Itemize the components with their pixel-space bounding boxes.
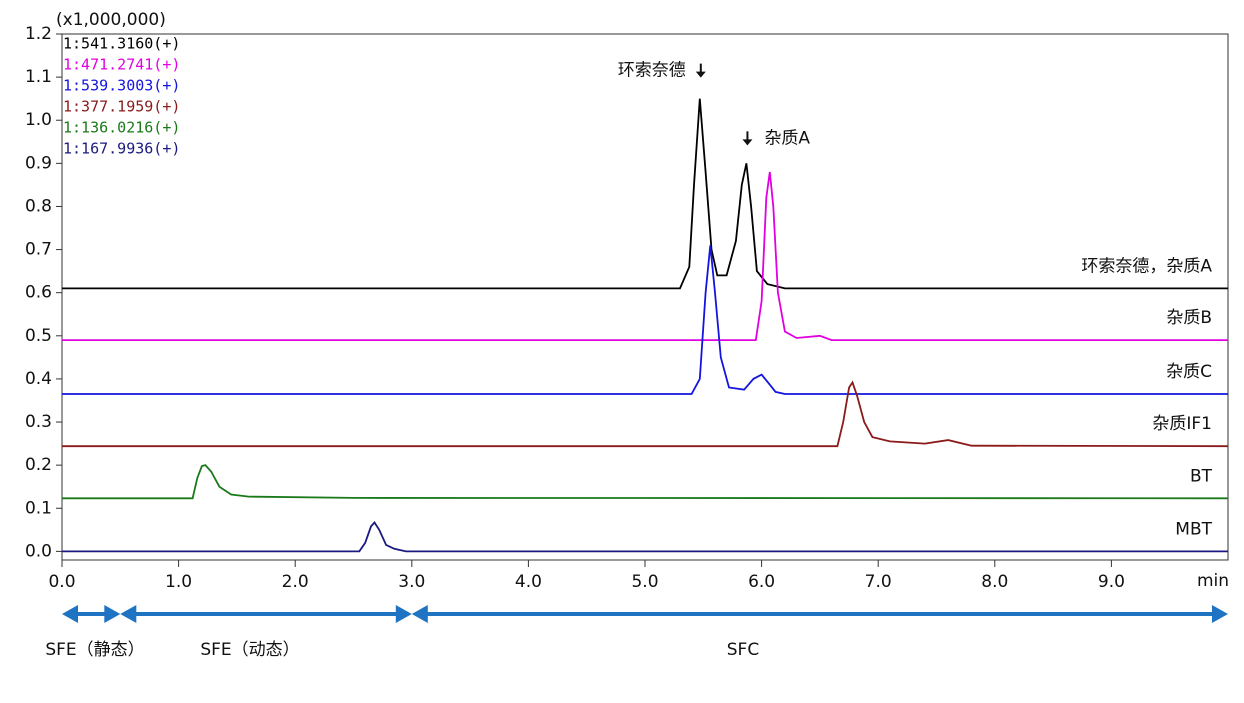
y-tick-label: 0.7 [25,240,52,260]
annotation-arrow [695,63,706,78]
annotation: 环索奈德 [618,61,686,81]
legend-entry: 1:471.2741(+) [63,56,180,74]
legend-entry: 1:539.3003(+) [63,77,180,95]
plot-frame [61,33,1229,561]
series-line [62,98,1228,290]
series-line [62,521,1228,553]
series-line [62,171,1228,341]
series-label: 杂质C [1166,362,1212,382]
y-tick-label: 1.2 [25,24,52,44]
y-tick-label: 0.5 [25,326,52,346]
y-tick-label: 0.2 [25,455,52,475]
arrow-head [62,605,78,623]
y-tick-label: 0.1 [25,498,52,518]
legend-entry: 1:136.0216(+) [63,119,180,137]
y-tick-label: 0.4 [25,369,52,389]
x-tick-label: 6.0 [748,572,775,592]
arrow-head [411,605,428,623]
x-tick-label: 4.0 [515,572,542,592]
y-tick-label: 0.3 [25,412,52,432]
y-tick-label: 0.8 [25,196,52,216]
stage-label: SFE（动态） [200,640,299,660]
x-tick-label: 9.0 [1098,572,1125,592]
y-unit: (x1,000,000) [56,10,166,30]
y-tick-label: 0.9 [25,153,52,173]
legend-entry: 1:167.9936(+) [63,140,180,158]
x-tick-label: 2.0 [282,572,309,592]
stage-label: SFC [727,640,759,660]
arrow-head [104,605,121,623]
series-label: 环索奈德，杂质A [1081,256,1212,276]
y-tick-label: 1.1 [25,67,52,87]
arrow-head [1212,605,1228,623]
series-label: MBT [1175,519,1212,539]
x-tick-label: 5.0 [631,572,658,592]
x-unit: min [1197,571,1229,591]
series-label: 杂质B [1166,308,1212,328]
x-tick-label: 1.0 [165,572,192,592]
legend-entry: 1:541.3160(+) [63,35,180,53]
series-label: BT [1190,466,1213,486]
series-label: 杂质IF1 [1152,414,1212,434]
y-tick-label: 0.6 [25,283,52,303]
arrow-head [395,605,412,623]
annotation: 杂质A [764,128,810,148]
y-tick-label: 1.0 [25,110,52,130]
x-tick-label: 0.0 [48,572,75,592]
legend-entry: 1:377.1959(+) [63,98,180,116]
arrow-head [120,605,137,623]
x-tick-label: 7.0 [865,572,892,592]
series-line [62,380,1229,448]
series-line [62,245,1228,395]
x-tick-label: 3.0 [398,572,425,592]
series-line [62,464,1229,500]
annotation-arrow [742,131,753,146]
stage-label: SFE（静态） [45,640,144,660]
x-tick-label: 8.0 [981,572,1008,592]
y-tick-label: 0.0 [25,541,52,561]
